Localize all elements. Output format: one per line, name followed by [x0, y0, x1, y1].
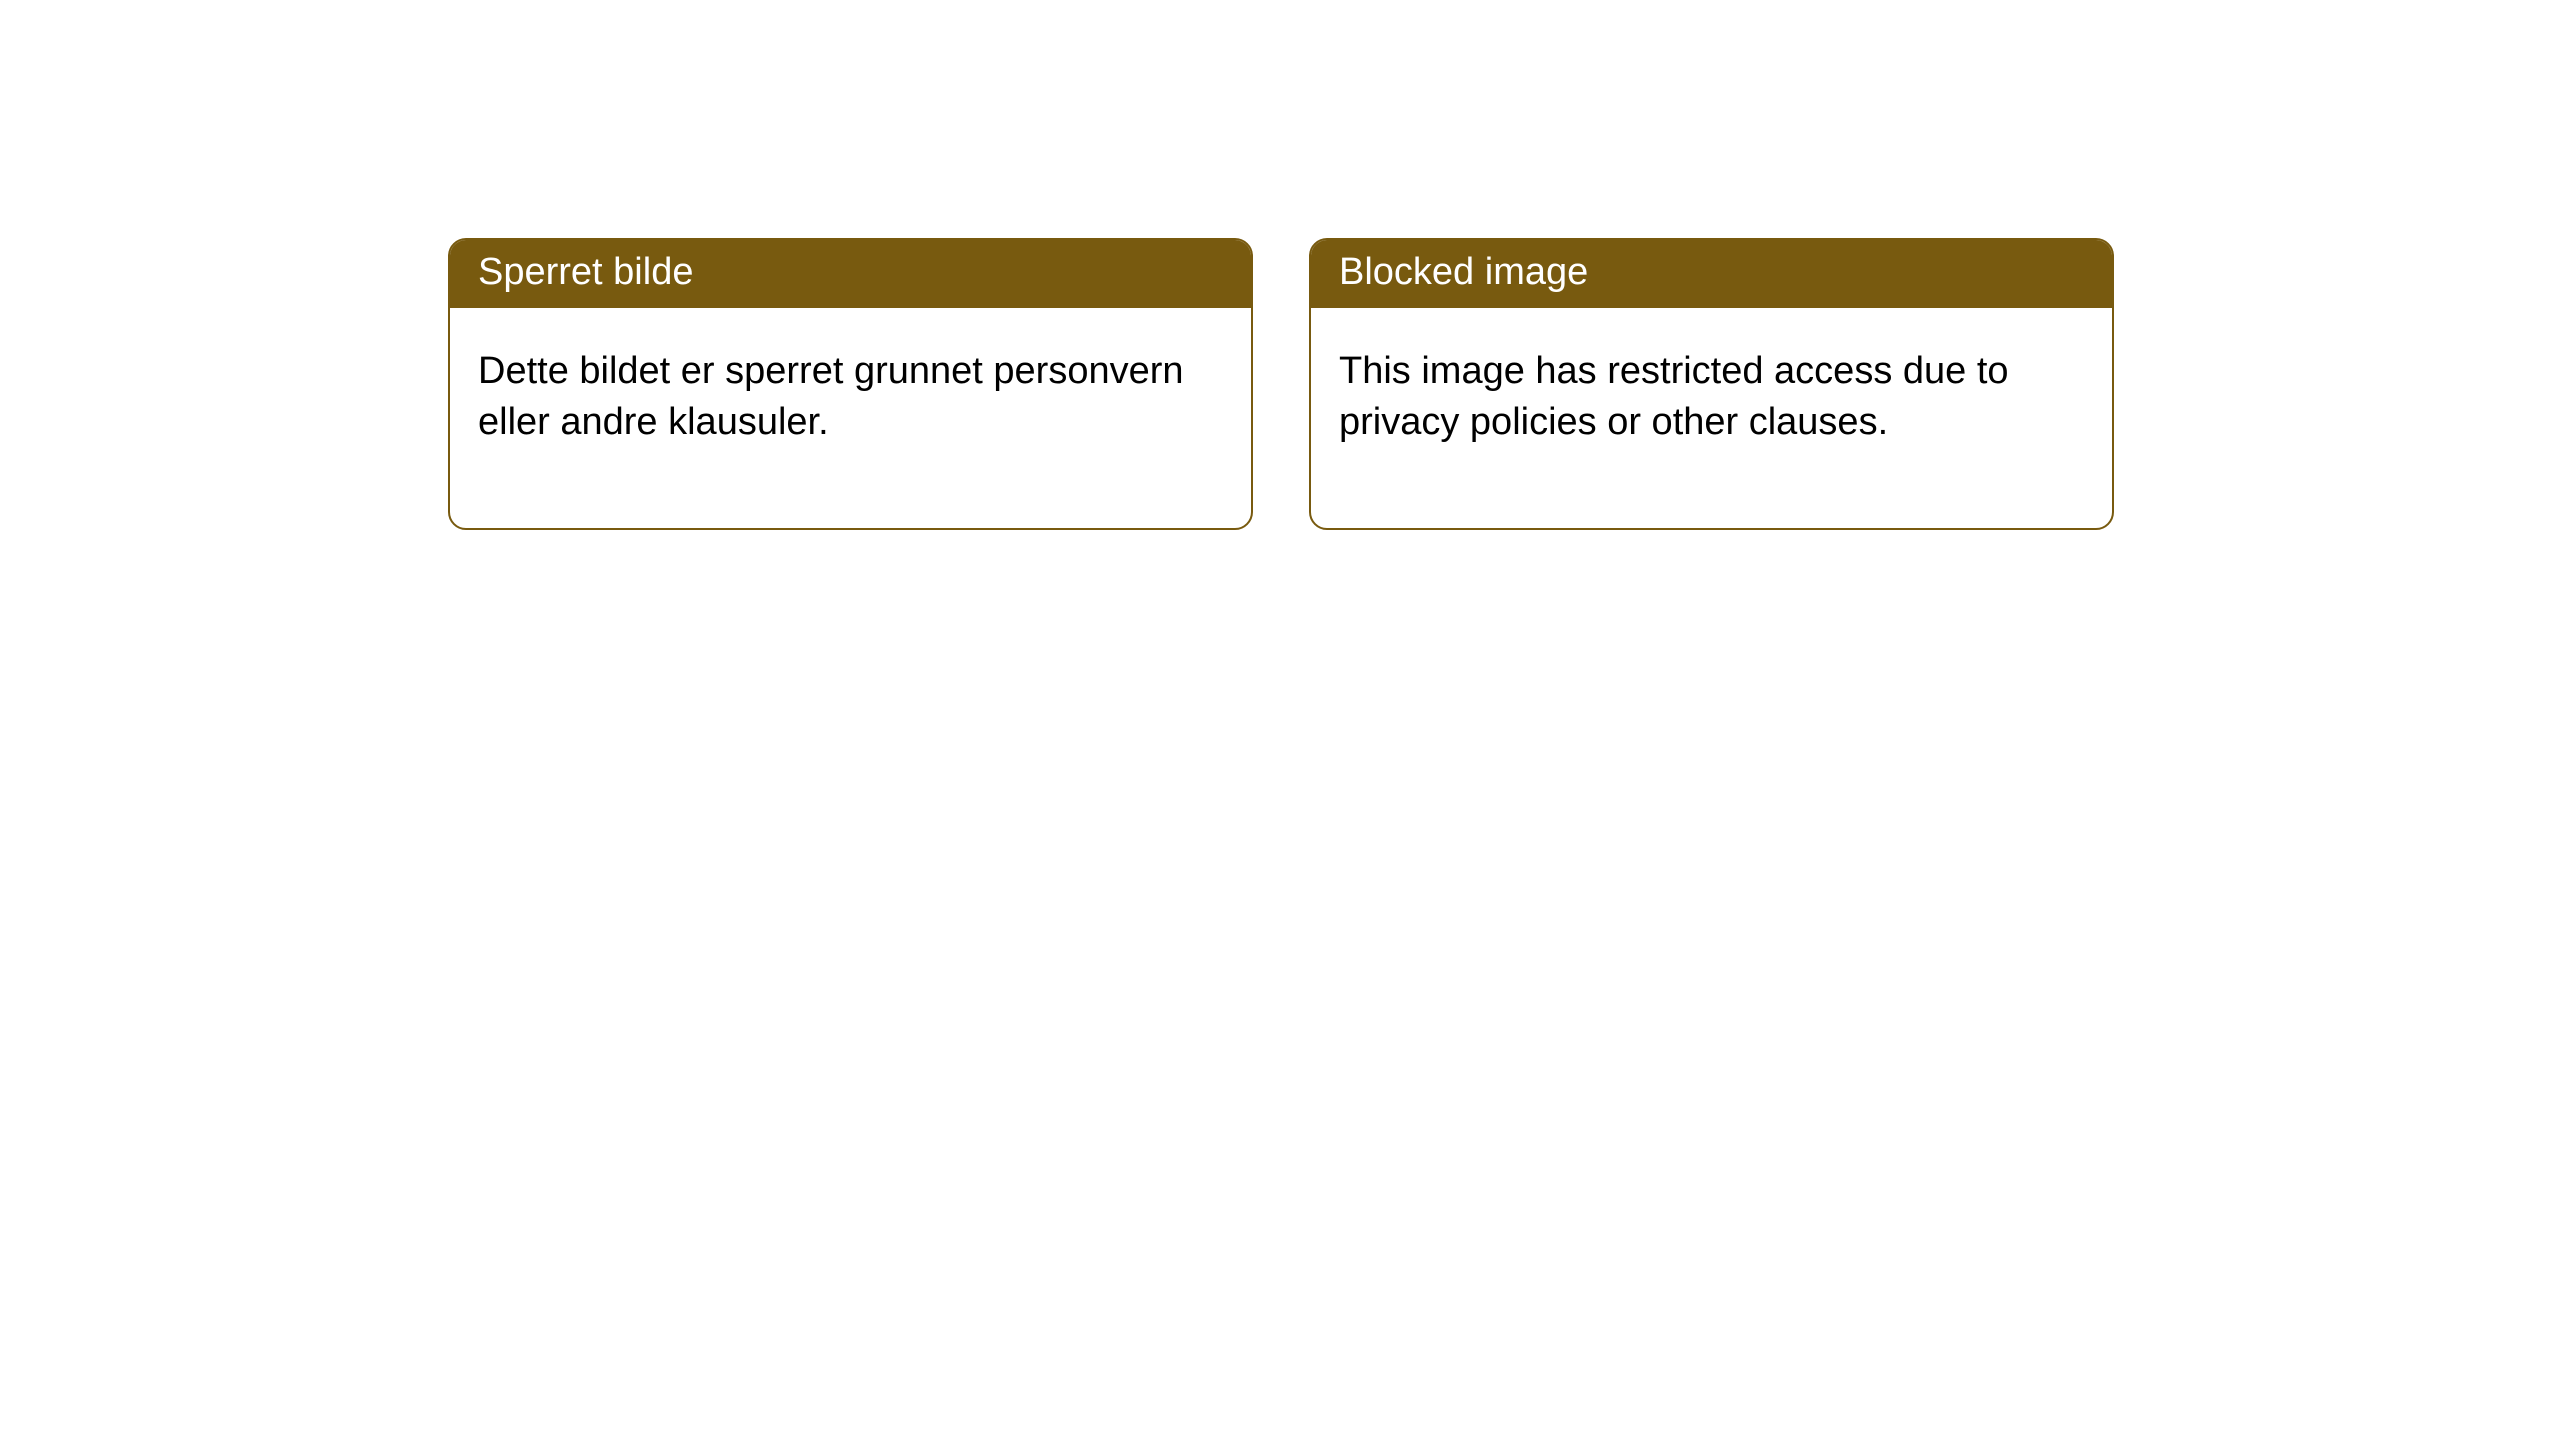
notice-card-header: Sperret bilde	[450, 240, 1251, 308]
notice-card-norwegian: Sperret bilde Dette bildet er sperret gr…	[448, 238, 1253, 530]
notice-card-header: Blocked image	[1311, 240, 2112, 308]
notice-card-body: Dette bildet er sperret grunnet personve…	[450, 308, 1251, 529]
notice-card-row: Sperret bilde Dette bildet er sperret gr…	[0, 0, 2560, 530]
notice-card-body: This image has restricted access due to …	[1311, 308, 2112, 529]
notice-card-english: Blocked image This image has restricted …	[1309, 238, 2114, 530]
